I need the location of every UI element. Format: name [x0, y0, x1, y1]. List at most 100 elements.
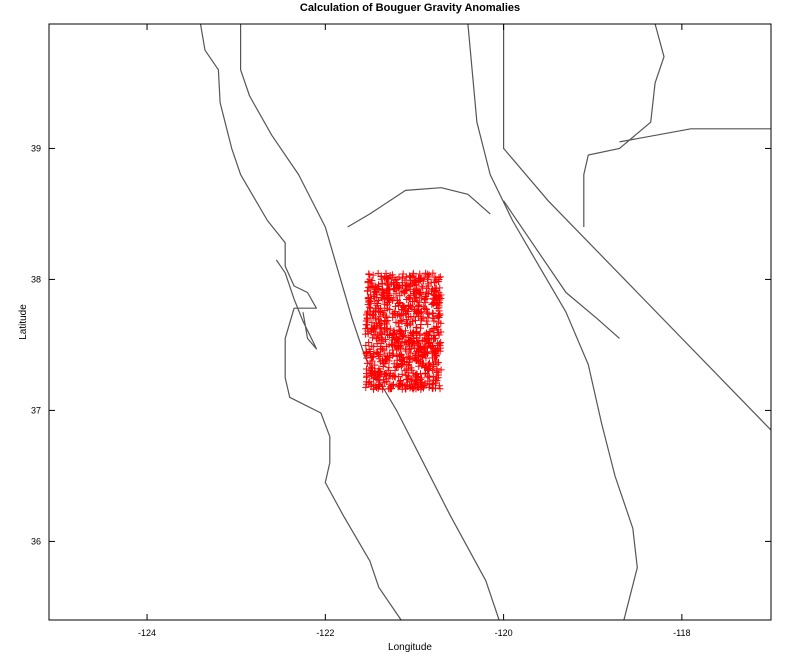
station-markers	[362, 269, 445, 393]
station-point	[390, 276, 398, 284]
station-point	[391, 366, 399, 374]
station-point	[379, 385, 387, 393]
station-point	[390, 341, 398, 349]
station-point	[433, 328, 441, 336]
station-point	[418, 274, 426, 282]
station-point	[402, 316, 410, 324]
station-point	[419, 352, 427, 360]
station-point	[437, 319, 445, 327]
station-point	[434, 345, 442, 353]
station-point	[373, 384, 381, 392]
station-point	[406, 349, 414, 357]
station-point	[389, 330, 397, 338]
station-point	[383, 320, 391, 328]
station-point	[363, 311, 371, 319]
station-point	[437, 366, 445, 374]
station-point	[363, 359, 371, 367]
station-point	[384, 281, 392, 289]
station-point	[383, 312, 391, 320]
station-point	[429, 381, 437, 389]
station-point	[382, 326, 390, 334]
station-point	[366, 304, 374, 312]
station-point	[378, 345, 386, 353]
station-point	[396, 292, 404, 300]
station-point	[378, 290, 386, 298]
station-point	[412, 373, 420, 381]
station-point	[415, 353, 423, 361]
x-tick-label: -124	[138, 628, 156, 638]
station-point	[425, 310, 433, 318]
station-point	[375, 296, 383, 304]
station-point	[382, 371, 390, 379]
station-point	[392, 290, 400, 298]
station-point	[376, 350, 384, 358]
station-point	[363, 372, 371, 380]
station-point	[388, 333, 396, 341]
station-point	[432, 294, 440, 302]
station-point	[434, 374, 442, 382]
station-point	[362, 342, 370, 350]
station-point	[403, 321, 411, 329]
station-point	[433, 323, 441, 331]
station-point	[435, 314, 443, 322]
station-point	[384, 331, 392, 339]
station-point	[399, 282, 407, 290]
station-point	[374, 332, 382, 340]
station-point	[417, 320, 425, 328]
station-point	[397, 351, 405, 359]
station-point	[396, 377, 404, 385]
station-point	[431, 350, 439, 358]
station-point	[401, 385, 409, 393]
y-tick-label: 37	[31, 405, 41, 415]
bay-shoreline	[275, 259, 317, 350]
station-point	[371, 369, 379, 377]
station-point	[416, 345, 424, 353]
station-point	[435, 382, 443, 390]
station-point	[408, 366, 416, 374]
station-point	[433, 377, 441, 385]
station-point	[373, 294, 381, 302]
station-point	[389, 371, 397, 379]
station-point	[412, 278, 420, 286]
station-point	[404, 307, 412, 315]
station-point	[422, 369, 430, 377]
station-point	[430, 363, 438, 371]
station-point	[391, 285, 399, 293]
station-point	[409, 340, 417, 348]
station-point	[372, 285, 380, 293]
station-point	[363, 314, 371, 322]
station-point	[381, 328, 389, 336]
station-point	[432, 356, 440, 364]
station-point	[367, 328, 375, 336]
station-point	[403, 340, 411, 348]
station-point	[390, 329, 398, 337]
station-point	[427, 343, 435, 351]
station-point	[435, 300, 443, 308]
station-point	[393, 334, 401, 342]
station-point	[370, 322, 378, 330]
station-point	[424, 335, 432, 343]
station-point	[411, 307, 419, 315]
station-point	[380, 379, 388, 387]
station-point	[374, 269, 382, 277]
station-point	[395, 310, 403, 318]
station-point	[386, 325, 394, 333]
station-point	[417, 358, 425, 366]
station-point	[377, 325, 385, 333]
station-point	[364, 284, 372, 292]
station-point	[424, 280, 432, 288]
station-point	[416, 290, 424, 298]
station-point	[367, 279, 375, 287]
station-point	[408, 383, 416, 391]
station-point	[415, 298, 423, 306]
map-lines	[199, 24, 771, 620]
y-tick-label: 39	[31, 143, 41, 153]
station-point	[400, 303, 408, 311]
station-point	[364, 287, 372, 295]
station-point	[384, 352, 392, 360]
station-point	[419, 313, 427, 321]
station-point	[385, 364, 393, 372]
station-point	[424, 360, 432, 368]
station-point	[415, 346, 423, 354]
station-point	[428, 285, 436, 293]
